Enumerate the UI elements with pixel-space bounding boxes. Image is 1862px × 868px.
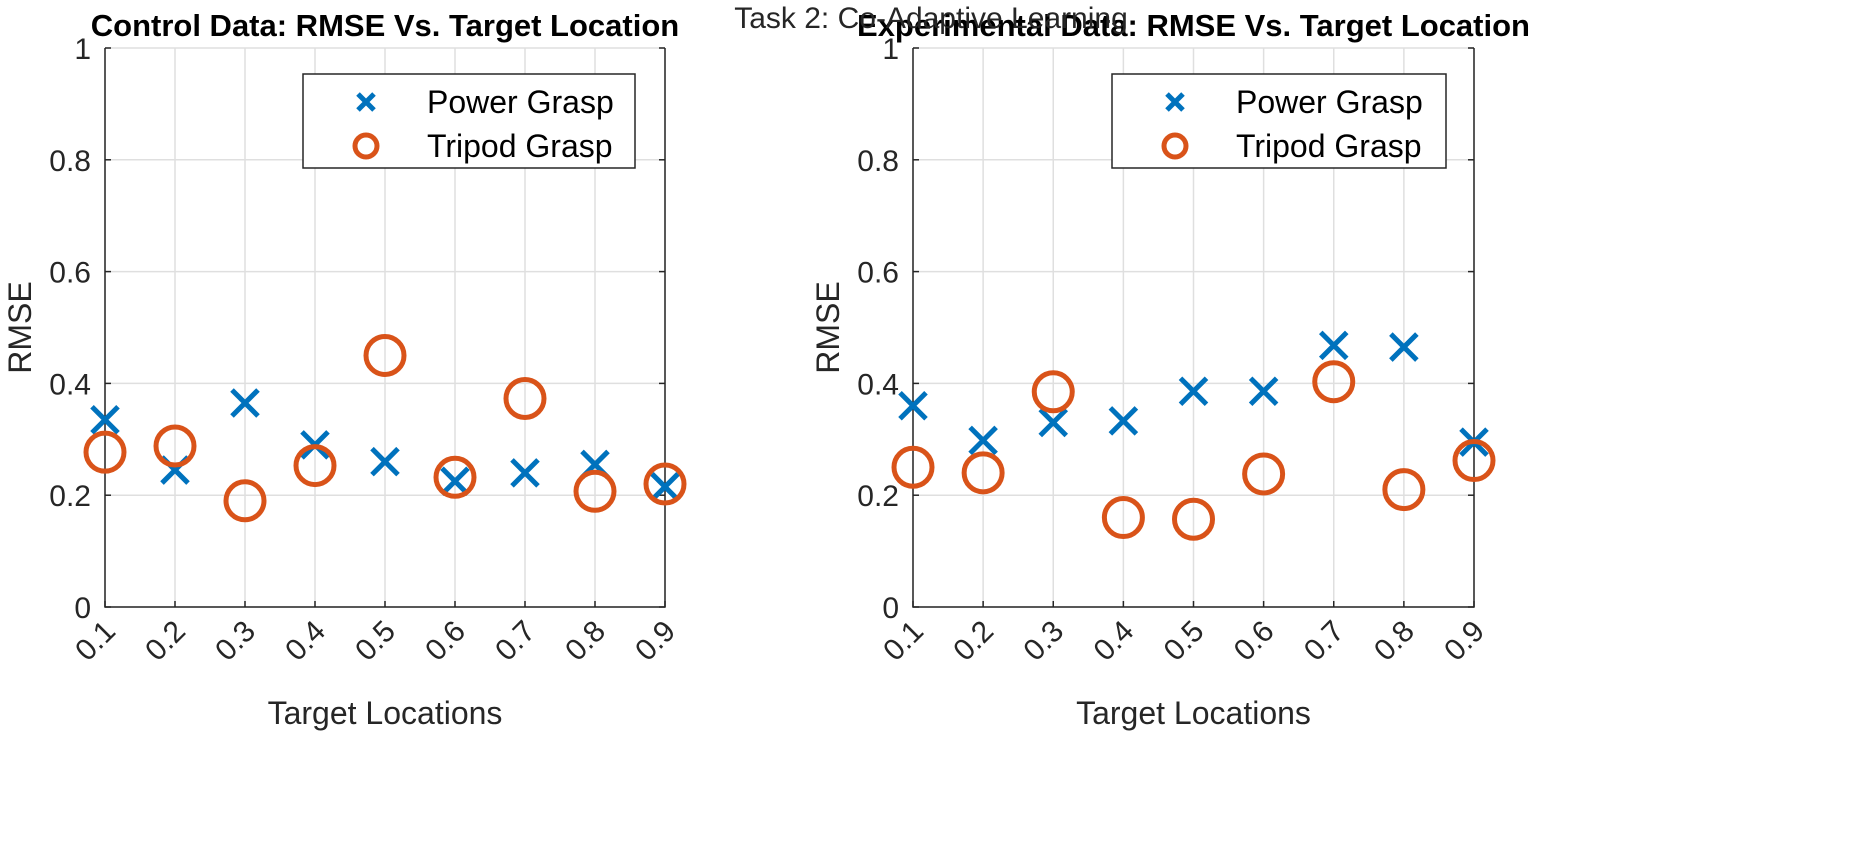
experimental-x-tick-label: 0.6 (1228, 615, 1281, 668)
experimental-legend-marker-tripod (1161, 132, 1189, 160)
experimental-tripod-grasp-point (1312, 360, 1356, 404)
experimental-x-tick-label: 0.9 (1438, 615, 1491, 668)
experimental-y-tick-label: 0.4 (857, 368, 899, 401)
experimental-power-grasp-point (1389, 332, 1419, 362)
experimental-power-grasp-point (1318, 330, 1349, 361)
control-x-tick-label: 0.5 (349, 615, 402, 668)
experimental-x-tick-label: 0.2 (947, 615, 1000, 668)
experimental-y-tick-label: 0 (882, 592, 899, 625)
experimental-power-grasp-point (898, 390, 928, 421)
experimental-tripod-grasp-point (1242, 452, 1286, 496)
experimental-power-grasp-point (1108, 406, 1139, 436)
experimental-y-axis-label: RMSE (810, 281, 846, 373)
experimental-tripod-grasp-point (1452, 439, 1496, 483)
control-legend-marker-tripod (352, 132, 380, 160)
experimental-power-grasp-point (968, 425, 998, 456)
experimental-chart-title: Experimental Data: RMSE Vs. Target Locat… (857, 8, 1530, 43)
control-x-tick-label: 0.2 (139, 615, 192, 668)
control-tripod-grasp-point (293, 444, 337, 488)
control-x-tick-label: 0.8 (559, 615, 612, 668)
control-tripod-grasp-point (643, 462, 687, 506)
experimental-y-tick-label: 0.6 (857, 257, 899, 290)
control-tripod-grasp-point (363, 333, 407, 377)
figure-suptitle: Task 2: Co-Adaptive Learning (734, 2, 1128, 35)
control-y-tick-label: 0.8 (49, 145, 91, 178)
control-legend-marker-power (356, 92, 376, 112)
control-y-tick-label: 0.2 (49, 480, 91, 513)
control-x-tick-label: 0.7 (489, 615, 542, 668)
control-tripod-grasp-point (503, 376, 547, 420)
control-chart-title: Control Data: RMSE Vs. Target Location (91, 8, 679, 43)
control-x-tick-label: 0.4 (279, 615, 332, 668)
control-legend-label-tripod: Tripod Grasp (427, 128, 613, 164)
experimental-x-tick-label: 0.8 (1368, 615, 1421, 668)
experimental-chart: Experimental Data: RMSE Vs. Target Locat… (810, 8, 1530, 731)
experimental-tripod-grasp-point (1382, 468, 1426, 512)
experimental-power-grasp-point (1178, 376, 1209, 406)
experimental-tripod-grasp-point (961, 451, 1005, 495)
control-y-tick-label: 0.6 (49, 257, 91, 290)
experimental-x-tick-label: 0.3 (1017, 615, 1070, 668)
experimental-power-grasp-point (1248, 376, 1279, 406)
control-chart: Control Data: RMSE Vs. Target Location T… (2, 8, 687, 731)
control-power-grasp-point (90, 404, 120, 435)
experimental-power-grasp-point (1038, 407, 1069, 438)
experimental-x-tick-label: 0.4 (1087, 615, 1140, 668)
control-y-tick-label: 0.4 (49, 368, 91, 401)
control-power-grasp-point (510, 458, 540, 488)
control-tripod-grasp-point (573, 469, 617, 513)
control-power-grasp-point (230, 388, 260, 418)
experimental-tripod-grasp-point (1101, 496, 1145, 540)
experimental-tripod-grasp-point (1172, 497, 1215, 541)
experimental-x-tick-label: 0.7 (1298, 615, 1351, 668)
control-y-tick-label: 0 (74, 592, 91, 625)
control-power-grasp-point (370, 446, 400, 477)
control-legend-label-power: Power Grasp (427, 84, 614, 120)
control-y-axis-label: RMSE (2, 281, 38, 373)
experimental-y-tick-label: 1 (882, 33, 899, 66)
control-power-grasp-point (440, 466, 470, 496)
control-x-tick-label: 0.6 (419, 615, 472, 668)
control-x-tick-label: 0.9 (629, 615, 682, 668)
experimental-x-tick-label: 0.5 (1158, 615, 1211, 668)
control-tripod-grasp-point (153, 424, 197, 468)
control-tripod-grasp-point (433, 455, 477, 499)
control-tripod-grasp-point (223, 479, 267, 523)
control-tripod-grasp-point (83, 430, 127, 474)
experimental-tripod-grasp-point (891, 445, 935, 489)
experimental-y-tick-label: 0.2 (857, 480, 899, 513)
control-y-tick-label: 1 (74, 33, 91, 66)
experimental-x-axis-label: Target Locations (1076, 695, 1311, 731)
experimental-legend-marker-power (1165, 92, 1185, 112)
experimental-tripod-grasp-point (1031, 370, 1075, 414)
experimental-y-tick-label: 0.8 (857, 145, 899, 178)
experimental-legend-label-power: Power Grasp (1236, 84, 1423, 120)
control-power-grasp-point (650, 472, 680, 502)
control-x-tick-label: 0.3 (209, 615, 262, 668)
experimental-legend-label-tripod: Tripod Grasp (1236, 128, 1422, 164)
control-x-axis-label: Target Locations (268, 695, 503, 731)
